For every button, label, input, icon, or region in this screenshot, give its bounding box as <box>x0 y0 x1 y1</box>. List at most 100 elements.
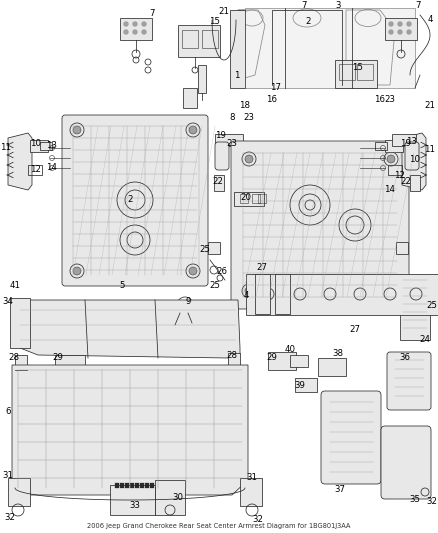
Polygon shape <box>18 300 240 358</box>
Circle shape <box>242 284 256 298</box>
Bar <box>268 352 296 370</box>
Text: 10: 10 <box>410 156 420 165</box>
Text: 29: 29 <box>53 353 64 362</box>
Bar <box>252 194 260 203</box>
Circle shape <box>124 30 128 34</box>
Polygon shape <box>246 274 438 315</box>
Polygon shape <box>8 133 32 190</box>
Text: 13: 13 <box>46 141 57 149</box>
Bar <box>110 485 155 515</box>
Text: 16: 16 <box>266 95 278 104</box>
Text: 18: 18 <box>240 101 251 109</box>
Text: 12: 12 <box>31 166 42 174</box>
Circle shape <box>142 30 146 34</box>
Circle shape <box>182 302 188 308</box>
Bar <box>40 142 52 150</box>
Text: 38: 38 <box>332 349 343 358</box>
Circle shape <box>398 22 402 26</box>
Text: 32: 32 <box>4 513 15 522</box>
Bar <box>240 478 262 506</box>
Text: 21: 21 <box>219 7 230 17</box>
Bar <box>357 64 373 80</box>
FancyBboxPatch shape <box>405 142 419 170</box>
Text: 37: 37 <box>335 486 346 495</box>
Bar <box>258 194 266 203</box>
Text: 2: 2 <box>127 196 133 205</box>
Text: 31: 31 <box>247 473 258 482</box>
Circle shape <box>133 22 137 26</box>
Polygon shape <box>245 8 415 88</box>
Text: 40: 40 <box>285 345 296 354</box>
Text: 27: 27 <box>350 326 360 335</box>
Text: 31: 31 <box>3 471 14 480</box>
Bar <box>396 242 408 254</box>
FancyBboxPatch shape <box>62 115 208 286</box>
Text: 29: 29 <box>267 353 277 362</box>
Polygon shape <box>402 133 426 190</box>
Text: 23: 23 <box>244 114 254 123</box>
Circle shape <box>73 126 81 134</box>
Text: 12: 12 <box>395 171 406 180</box>
Circle shape <box>384 152 398 166</box>
Bar <box>15 355 27 385</box>
Text: 2: 2 <box>305 18 311 27</box>
Circle shape <box>73 267 81 275</box>
Text: 25: 25 <box>427 301 438 310</box>
Text: 5: 5 <box>119 280 125 289</box>
Bar <box>410 175 420 191</box>
Circle shape <box>389 22 393 26</box>
Bar <box>125 483 129 488</box>
Bar <box>255 274 270 314</box>
Circle shape <box>262 288 274 300</box>
Circle shape <box>245 155 253 163</box>
Bar <box>115 483 119 488</box>
Circle shape <box>384 284 398 298</box>
Bar <box>392 134 416 146</box>
Circle shape <box>142 22 146 26</box>
Circle shape <box>245 287 253 295</box>
Circle shape <box>387 155 395 163</box>
FancyBboxPatch shape <box>215 142 229 170</box>
Text: 32: 32 <box>427 497 438 506</box>
Bar <box>318 358 346 376</box>
Circle shape <box>70 264 84 278</box>
Bar <box>400 275 430 340</box>
Circle shape <box>294 288 306 300</box>
Bar <box>214 175 224 191</box>
Bar <box>295 378 317 392</box>
Bar <box>290 355 308 367</box>
Text: 1: 1 <box>234 70 240 79</box>
Text: 7: 7 <box>149 10 155 19</box>
Text: 8: 8 <box>229 114 235 123</box>
Bar <box>55 355 85 373</box>
Bar <box>182 30 198 48</box>
Bar <box>120 18 152 40</box>
Bar <box>10 298 30 348</box>
Text: 33: 33 <box>130 500 141 510</box>
Bar <box>145 483 149 488</box>
Bar <box>120 483 124 488</box>
Bar <box>240 194 248 203</box>
Text: 14: 14 <box>46 164 57 173</box>
Circle shape <box>124 22 128 26</box>
Bar <box>30 140 48 152</box>
Text: 2006 Jeep Grand Cherokee Rear Seat Center Armrest Diagram for 1BG801J3AA: 2006 Jeep Grand Cherokee Rear Seat Cente… <box>87 523 351 529</box>
Text: 9: 9 <box>185 297 191 306</box>
Polygon shape <box>12 365 248 495</box>
Circle shape <box>384 288 396 300</box>
Circle shape <box>242 152 256 166</box>
Text: 7: 7 <box>301 1 307 10</box>
Text: 21: 21 <box>424 101 435 109</box>
Circle shape <box>410 288 422 300</box>
Bar <box>202 30 218 48</box>
Bar <box>339 64 355 80</box>
Text: 11: 11 <box>424 146 435 155</box>
Text: 4: 4 <box>243 290 249 300</box>
Text: 25: 25 <box>199 246 211 254</box>
Bar <box>28 165 42 175</box>
Bar <box>375 142 387 150</box>
Text: 28: 28 <box>226 351 237 359</box>
Text: 35: 35 <box>410 496 420 505</box>
Text: 24: 24 <box>420 335 431 344</box>
Circle shape <box>133 30 137 34</box>
